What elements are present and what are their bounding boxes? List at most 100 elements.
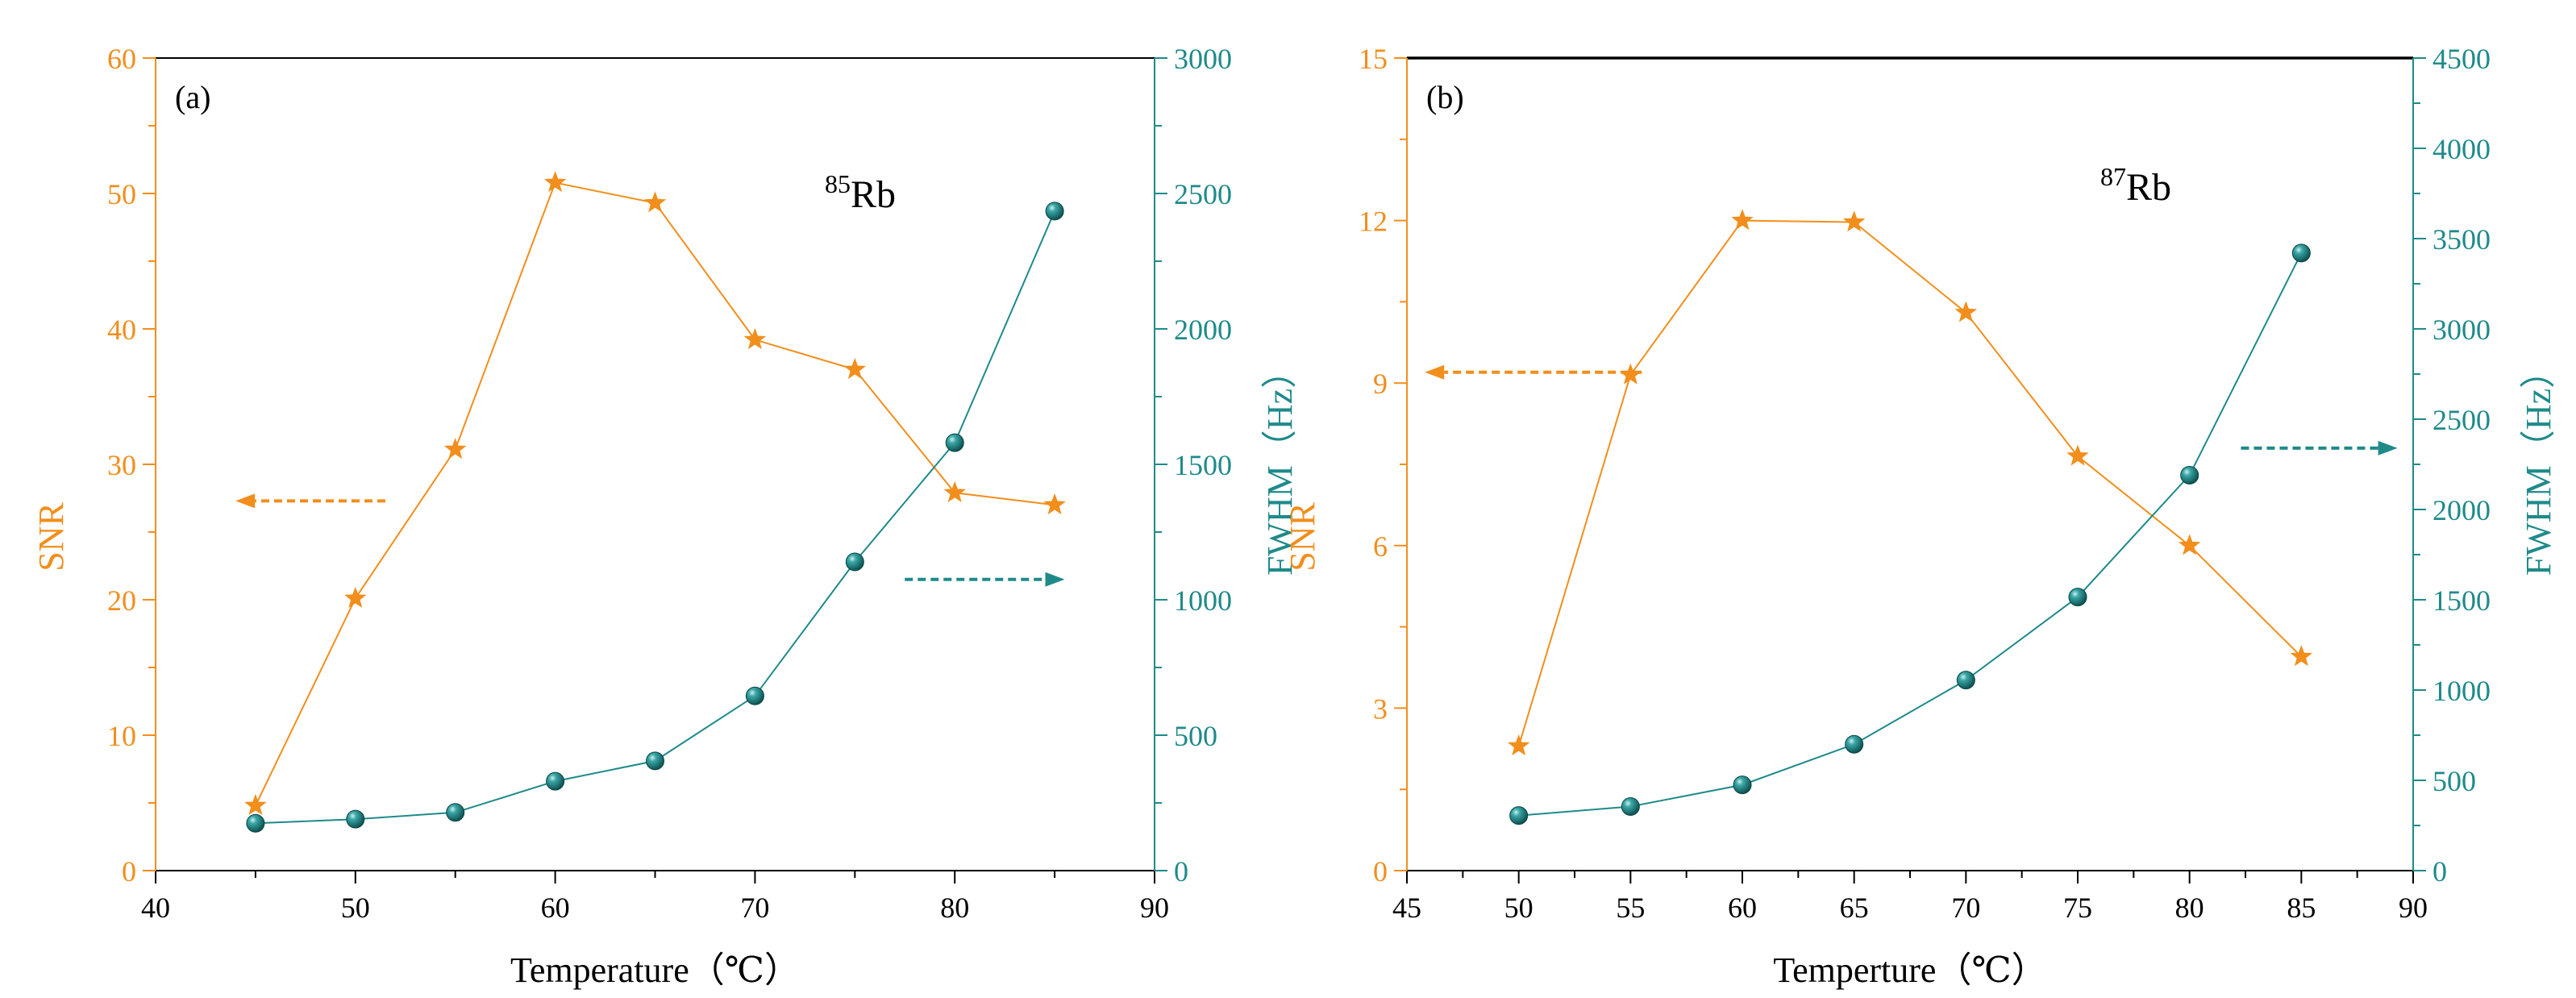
x-axis-title: Temperature（℃） [510,950,800,990]
snr-point [843,357,867,380]
x-tick-label: 65 [1840,892,1869,924]
x-tick-label: 80 [940,892,969,924]
x-tick-label: 50 [341,892,370,924]
snr-point [443,438,467,459]
y-right-tick-label: 3000 [1174,43,1232,75]
snr-point [2290,645,2313,667]
y-right-tick-label: 1000 [1174,584,1232,617]
snr-point [1842,210,1866,232]
isotope-label: 87Rb [2100,162,2171,209]
x-tick-label: 45 [1392,892,1421,924]
chart-panel-a: 40 50 60 70 80 900102030405060050010001500200… [31,43,1300,990]
series-line-snr [254,181,1055,806]
fwhm-point [2068,588,2087,607]
y-left-tick-label: 20 [107,584,136,617]
snr-point [643,191,667,213]
fwhm-point [1509,806,1529,825]
fwhm-point [1621,796,1640,816]
series-line-fwhm [255,210,1056,825]
y-left-tick-label: 3 [1373,692,1388,725]
y-left-axis-title: SNR [31,502,71,572]
fwhm-point [646,751,664,771]
x-tick-label: 85 [2287,892,2316,924]
fwhm-point [1956,671,1975,690]
y-right-tick-label: 0 [1174,855,1188,888]
snr-point [344,586,367,608]
y-right-tick-label: 2500 [2432,404,2491,436]
y-right-tick-label: 500 [1174,720,1217,752]
y-right-tick-label: 2000 [2432,494,2491,526]
x-tick-label: 40 [141,892,170,924]
snr-point [2178,534,2201,555]
arrow-head-icon [1045,572,1065,587]
y-left-tick-label: 9 [1373,368,1388,400]
panel-label: (b) [1426,79,1464,115]
y-left-axis-title: SNR [1283,502,1322,572]
y-right-tick-label: 2500 [1174,178,1232,210]
fwhm-point [2180,465,2199,484]
fwhm-point [2291,243,2311,263]
snr-point [1954,301,1978,322]
snr-point [244,793,267,816]
y-left-tick-label: 0 [122,855,136,888]
snr-point [1043,493,1066,515]
snr-point [743,328,767,350]
fwhm-point [1733,776,1752,795]
y-right-tick-label: 0 [2432,855,2447,888]
y-left-tick-label: 0 [1373,855,1388,888]
x-tick-label: 75 [2063,892,2092,924]
x-tick-label: 80 [2175,892,2204,924]
y-left-tick-label: 12 [1359,206,1388,238]
snr-point [1507,734,1530,756]
arrow-head-icon [235,493,256,509]
isotope-label: 85Rb [825,169,896,216]
x-tick-label: 60 [1728,892,1757,924]
fwhm-point [546,771,565,791]
y-right-tick-label: 4500 [2432,43,2491,75]
series-line-snr [1517,219,2303,746]
fwhm-point [246,813,265,833]
y-right-tick-label: 3500 [2432,223,2491,256]
snr-point [2066,444,2089,466]
y-left-tick-label: 6 [1373,530,1388,563]
y-right-tick-label: 1000 [2432,675,2491,707]
arrow-head-icon [2378,440,2398,455]
y-right-tick-label: 2000 [1174,314,1232,346]
fwhm-point [446,803,465,822]
chart-panel-b: 45 50 55 60 65 70 75 80 85 9003691215050010001500… [1283,43,2558,990]
y-right-tick-label: 500 [2432,765,2476,797]
y-right-tick-label: 1500 [1174,449,1232,481]
series-line-fwhm [1518,252,2303,817]
panel-label: (a) [175,79,210,115]
fwhm-point [945,433,964,452]
fwhm-point [845,552,864,572]
isotope-mass: 85 [825,169,851,198]
y-left-tick-label: 15 [1359,43,1388,75]
fwhm-point [1845,734,1864,754]
y-right-tick-label: 3000 [2432,314,2491,346]
y-left-tick-label: 60 [107,43,136,75]
y-left-tick-label: 10 [107,720,136,752]
arrow-head-icon [1425,364,1445,380]
isotope-mass: 87 [2100,162,2126,191]
y-left-tick-label: 40 [107,314,136,346]
fwhm-point [745,686,764,705]
snr-point [1731,209,1754,231]
y-left-tick-label: 50 [107,178,136,210]
fwhm-point [1045,202,1064,221]
x-tick-label: 60 [541,892,570,924]
snr-point [943,480,966,502]
snr-point [543,171,567,193]
y-right-axis-title: FWHM（Hz） [2519,353,2558,576]
isotope-symbol: Rb [2126,166,2171,209]
x-tick-label: 50 [1504,892,1534,924]
x-axis-title: Temperture（℃） [1773,950,2046,990]
fwhm-point [346,809,365,829]
isotope-symbol: Rb [851,173,896,216]
x-tick-label: 90 [1140,892,1169,924]
x-tick-label: 70 [1951,892,1980,924]
y-left-tick-label: 30 [107,449,136,481]
y-right-axis-title: FWHM（Hz） [1260,353,1300,576]
y-right-tick-label: 1500 [2432,584,2491,617]
